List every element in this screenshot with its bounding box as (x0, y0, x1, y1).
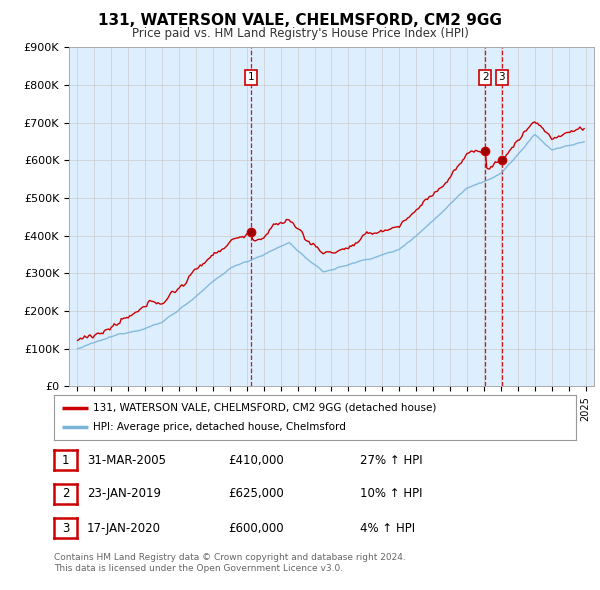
Text: £600,000: £600,000 (228, 522, 284, 535)
Text: 31-MAR-2005: 31-MAR-2005 (87, 454, 166, 467)
Text: 2: 2 (482, 73, 488, 83)
Text: 3: 3 (62, 522, 69, 535)
Text: 131, WATERSON VALE, CHELMSFORD, CM2 9GG (detached house): 131, WATERSON VALE, CHELMSFORD, CM2 9GG … (93, 403, 437, 412)
Text: Contains HM Land Registry data © Crown copyright and database right 2024.
This d: Contains HM Land Registry data © Crown c… (54, 553, 406, 573)
Text: 1: 1 (62, 454, 69, 467)
Text: 3: 3 (499, 73, 505, 83)
Text: 131, WATERSON VALE, CHELMSFORD, CM2 9GG: 131, WATERSON VALE, CHELMSFORD, CM2 9GG (98, 13, 502, 28)
Text: £625,000: £625,000 (228, 487, 284, 500)
Text: 27% ↑ HPI: 27% ↑ HPI (360, 454, 422, 467)
Text: 4% ↑ HPI: 4% ↑ HPI (360, 522, 415, 535)
Text: £410,000: £410,000 (228, 454, 284, 467)
Text: HPI: Average price, detached house, Chelmsford: HPI: Average price, detached house, Chel… (93, 422, 346, 432)
Text: Price paid vs. HM Land Registry's House Price Index (HPI): Price paid vs. HM Land Registry's House … (131, 27, 469, 40)
Text: 17-JAN-2020: 17-JAN-2020 (87, 522, 161, 535)
Text: 2: 2 (62, 487, 69, 500)
Text: 23-JAN-2019: 23-JAN-2019 (87, 487, 161, 500)
Text: 1: 1 (248, 73, 254, 83)
Text: 10% ↑ HPI: 10% ↑ HPI (360, 487, 422, 500)
